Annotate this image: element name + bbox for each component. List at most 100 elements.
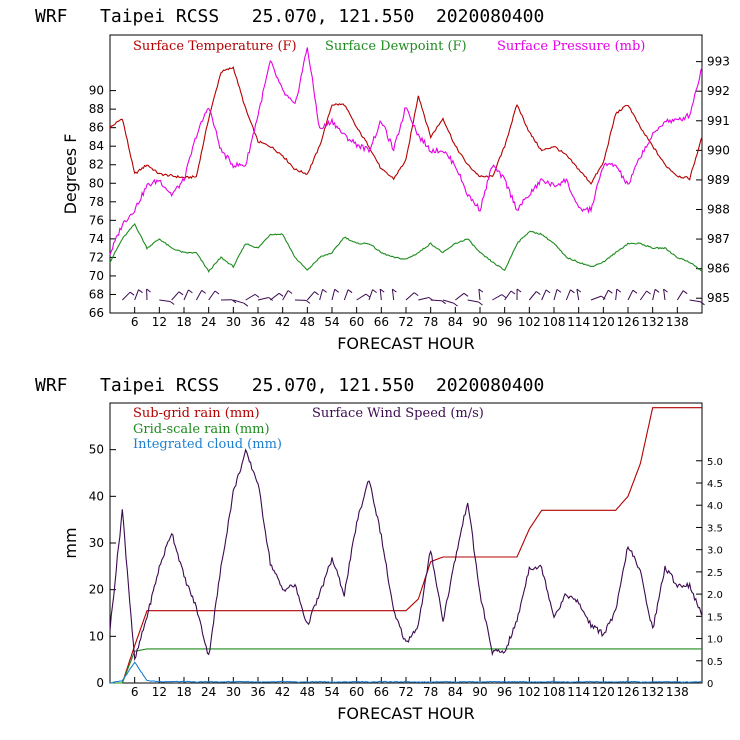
top-y-axis-label: Degrees F <box>61 134 80 215</box>
y2-tick-label: 985 <box>707 291 730 305</box>
legend-gridscale-rain: Grid-scale rain (mm) <box>133 422 270 437</box>
bottom-chart-title: WRF Taipei RCSS 25.070, 121.550 20200804… <box>35 375 544 396</box>
y2-tick-label: 993 <box>707 55 730 69</box>
x-tick-label: 42 <box>275 315 290 329</box>
y-tick-label: 80 <box>89 176 104 190</box>
wind-barb-flag <box>570 289 575 294</box>
x-tick-label: 96 <box>497 685 512 699</box>
x-tick-label: 126 <box>617 315 640 329</box>
x-tick-label: 66 <box>374 315 389 329</box>
wind-barb-flag <box>214 290 220 295</box>
wind-barb-flag <box>254 293 260 298</box>
wind-barb <box>134 289 139 301</box>
wind-barb-flag <box>347 289 353 294</box>
y-tick-label: 74 <box>89 232 104 246</box>
x-tick-label: 30 <box>226 315 241 329</box>
wind-barb <box>565 289 571 301</box>
x-tick-label: 60 <box>349 315 364 329</box>
wind-barb-flag <box>654 288 660 293</box>
x-tick-label: 102 <box>518 315 541 329</box>
x-tick-label: 78 <box>423 315 438 329</box>
y-tick-label: 86 <box>89 121 104 135</box>
y-tick-label: 66 <box>89 306 104 320</box>
x-tick-label: 6 <box>131 685 139 699</box>
wind-barb-flag <box>268 297 274 301</box>
wind-barb-flag <box>201 289 206 294</box>
wind-barb <box>159 299 171 302</box>
series-line-surface-wind-speed-m-s <box>109 448 703 662</box>
wind-barb-flag <box>576 288 582 293</box>
wind-barb <box>541 289 547 301</box>
y2-tick-label: 3.0 <box>707 546 723 557</box>
x-tick-label: 72 <box>398 685 413 699</box>
series-line-grid-scale-rain-mm <box>110 648 702 684</box>
wind-barb-flag <box>287 290 293 294</box>
x-tick-label: 108 <box>543 685 566 699</box>
y-tick-label: 90 <box>89 84 104 98</box>
wind-barb-flag <box>478 288 484 293</box>
series-line-surface-temperature-f <box>109 66 703 185</box>
wind-barb-flag <box>379 288 385 293</box>
wind-barb-flag <box>278 292 284 297</box>
y2-tick-label: 4.5 <box>707 479 723 490</box>
x-tick-label: 24 <box>201 685 216 699</box>
y2-tick-label: 991 <box>707 114 730 128</box>
x-tick-label: 114 <box>567 315 590 329</box>
y2-tick-label: 992 <box>707 84 730 98</box>
x-tick-label: 12 <box>152 315 167 329</box>
y2-tick-label: 2.5 <box>707 568 723 579</box>
wind-barb-flag <box>169 301 175 305</box>
y2-tick-label: 3.5 <box>707 523 723 534</box>
wind-barb <box>282 290 289 301</box>
y2-tick-label: 4.0 <box>707 501 723 512</box>
wind-barb-flag <box>365 293 371 298</box>
y-tick-label: 78 <box>89 195 104 209</box>
y-tick-label: 72 <box>89 250 104 264</box>
wind-barb-flag <box>682 290 688 295</box>
x-tick-label: 36 <box>250 315 265 329</box>
x-tick-label: 18 <box>176 315 191 329</box>
legend-surface-dewpoint: Surface Dewpoint (F) <box>325 39 467 54</box>
x-tick-label: 36 <box>250 685 265 699</box>
wind-barb-flag <box>322 288 327 293</box>
wind-barb <box>233 299 245 304</box>
wind-barb <box>319 289 324 301</box>
x-tick-label: 138 <box>666 685 689 699</box>
wind-barb-flag <box>334 288 340 293</box>
wind-barb <box>379 289 382 301</box>
y2-tick-label: 990 <box>707 143 730 157</box>
y2-tick-label: 1.5 <box>707 612 723 623</box>
wind-barb <box>430 299 442 302</box>
wind-barb <box>689 299 701 303</box>
wind-barb <box>257 297 269 301</box>
x-tick-label: 78 <box>423 685 438 699</box>
x-tick-label: 114 <box>567 685 590 699</box>
temperature-chart: WRF Taipei RCSS 25.070, 121.550 20200804… <box>35 6 730 353</box>
x-tick-label: 54 <box>324 315 339 329</box>
wind-barb <box>418 297 430 301</box>
x-tick-label: 84 <box>448 685 463 699</box>
wind-barb-flag <box>129 291 135 296</box>
precipitation-chart: WRF Taipei RCSS 25.070, 121.550 20200804… <box>35 375 723 723</box>
wind-barb-flag <box>607 289 613 294</box>
wind-barb <box>306 291 315 301</box>
y-tick-label: 0 <box>96 676 104 690</box>
wind-barb <box>528 291 537 301</box>
wind-barb <box>245 293 256 301</box>
x-tick-label: 18 <box>176 685 191 699</box>
y-tick-label: 76 <box>89 213 104 227</box>
y2-tick-label: 989 <box>707 173 730 187</box>
wind-barb <box>467 299 479 303</box>
wind-barb <box>208 290 216 301</box>
top-chart-title: WRF Taipei RCSS 25.070, 121.550 20200804… <box>35 6 544 27</box>
wind-barb-flag <box>188 289 193 294</box>
wind-barb-flag <box>413 292 419 297</box>
x-tick-label: 48 <box>300 685 315 699</box>
y2-tick-label: 987 <box>707 232 730 246</box>
y2-tick-label: 986 <box>707 262 730 276</box>
wind-barb-flag <box>516 288 522 293</box>
wind-barb-flag <box>178 291 184 296</box>
top-x-axis-label: FORECAST HOUR <box>337 334 475 353</box>
x-tick-label: 90 <box>472 315 487 329</box>
wind-barb <box>171 291 180 301</box>
